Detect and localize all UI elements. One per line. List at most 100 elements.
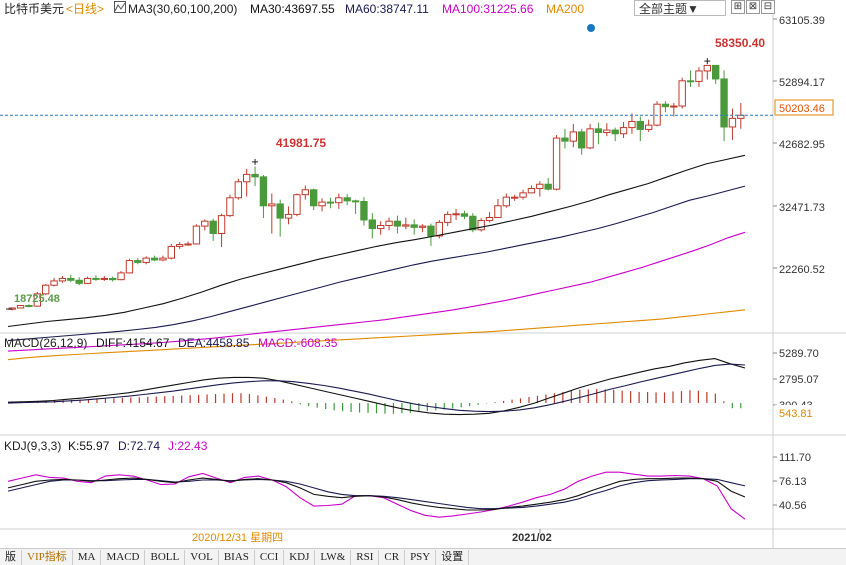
candle-body [167,245,175,259]
macd-diff-line [7,358,746,416]
kdj-d-line [7,478,746,510]
ma60-line [7,185,746,342]
candle-body [410,224,418,228]
candle-body [418,225,427,228]
candle-body [712,64,720,80]
low-price-label: 18725.48 [14,293,60,305]
ma60-label: MA60:38747.11 [345,2,429,16]
toolbar-item-cci[interactable]: CCI [255,549,285,565]
candle-body [393,220,402,227]
event-marker-dot[interactable] [587,24,595,32]
candle-body [192,225,201,245]
candle-body [552,137,561,190]
settings-icon-button[interactable]: ⊠ [746,0,760,14]
ma30-line [7,154,746,328]
x-month-label: 2021/02 [512,532,552,544]
candle-body [569,131,577,142]
candle-body [92,277,100,280]
stock-chart[interactable]: 63105.39 52894.17 42682.95 32471.73 2226… [0,0,846,548]
x-cursor-date: 2020/12/31 星期四 [192,531,283,544]
candle-body [636,120,644,130]
candle-body [594,128,603,134]
candle-body [435,221,443,237]
candle-body [25,305,33,308]
current-price-label: 50203.46 [779,103,825,115]
ma-group-icon[interactable] [114,1,126,17]
toolbar-item-cr[interactable]: CR [379,549,406,565]
toolbar-item-kdj[interactable]: KDJ [284,549,316,565]
shrink-button[interactable]: ⊟ [761,0,775,14]
candle-body [670,105,678,108]
toolbar-item-ma[interactable]: MA [73,549,102,565]
candle-body [209,220,217,234]
candle-body [678,80,686,107]
candle-body [377,224,385,230]
ma-group-label: MA3(30,60,100,200) [128,2,238,16]
kdj-d-label: D:72.74 [118,439,161,453]
candle-body [427,225,435,237]
kdj-label: KDJ(9,3,3) [4,439,62,453]
candle-body [293,194,301,215]
zoom-in-button[interactable]: ⊞ [731,0,745,14]
candle-body [351,200,360,203]
toolbar-item-lw[interactable]: LW& [315,549,352,565]
toolbar-item-vip[interactable]: VIP指标 [22,549,73,565]
toolbar-item-psy[interactable]: PSY [405,549,437,565]
candle-body [217,215,226,234]
kdj-tick-1: 111.70 [779,452,811,464]
y-tick-main-3: 42682.95 [779,139,825,151]
candle-body [226,197,234,217]
toolbar-item-vol[interactable]: VOL [185,549,219,565]
macd-tick-2: 2795.07 [779,374,819,386]
toolbar-item-bias[interactable]: BIAS [219,549,255,565]
candle-body [75,279,83,284]
candle-body [50,280,58,286]
candle-body [150,257,159,261]
macd-diff-label: DIFF:4154.67 [96,336,170,350]
candle-body [243,173,251,183]
macd-tick-1: 5289.70 [779,348,819,360]
candle-body [720,78,728,128]
candle-body [268,203,276,207]
candle-body [33,293,41,307]
candle-body [645,124,653,130]
macd-dea-label: DEA:4458.85 [178,336,250,350]
candle-body [251,173,259,178]
candle-body [460,213,469,217]
candle-body [142,257,150,263]
kdj-k-label: K:55.97 [68,439,110,453]
candle-body [578,131,586,149]
candle-body [159,257,167,261]
candle-body [402,224,410,227]
candle-body [326,201,335,204]
candle-body [117,272,125,281]
macd-value-label: MACD:-608.35 [258,336,338,350]
toolbar-item-macd[interactable]: MACD [101,549,146,565]
candle-body [201,220,209,227]
candle-body [502,196,510,207]
y-tick-main-5: 22260.52 [779,264,825,276]
ma100-line [7,231,746,352]
candle-body [176,244,184,247]
toolbar-item-boll[interactable]: BOLL [145,549,186,565]
kdj-tick-3: 40.56 [779,500,807,512]
theme-select[interactable]: 全部主题▼ [634,0,726,16]
candle-body [603,129,611,134]
candle-body [527,188,536,194]
candle-body [686,80,695,83]
toolbar-item-rsi[interactable]: RSI [351,549,380,565]
candle-body [703,64,711,72]
candle-body [67,277,75,281]
candle-body [100,277,108,280]
candle-body [318,201,326,207]
period-label[interactable]: <日线> [66,2,105,16]
macd-current-label: 543.81 [779,408,813,420]
toolbar-item-ban[interactable]: 版 [0,549,22,565]
candle-body [259,176,268,207]
ma200-label: MA200 [546,2,585,16]
candle-body [544,183,552,190]
candle-body [360,200,368,221]
candle-body [561,137,569,142]
toolbar-item-settings[interactable]: 设置 [436,549,470,565]
candle-body [284,213,293,219]
